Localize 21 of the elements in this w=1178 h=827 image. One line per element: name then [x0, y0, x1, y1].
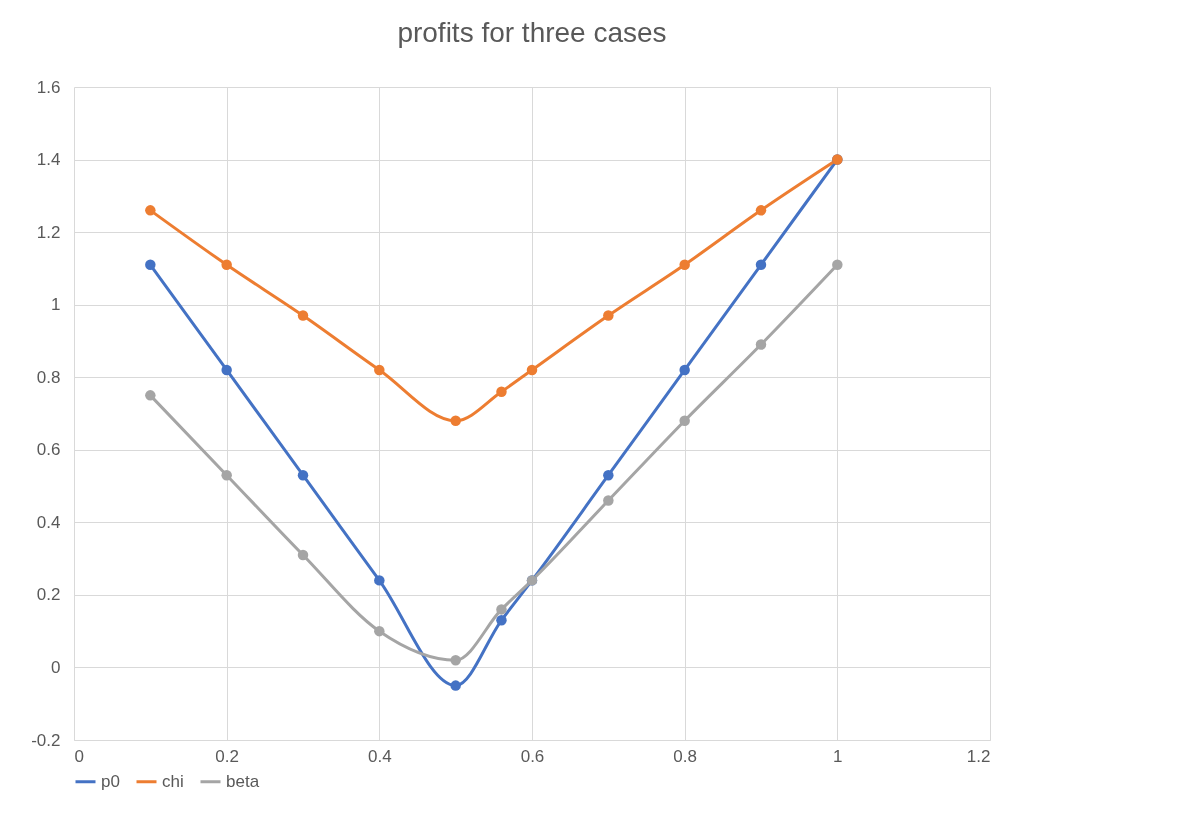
x-tick-label: 1	[833, 746, 843, 766]
y-tick-label: 1.4	[36, 150, 61, 170]
x-tick-label: 1.2	[966, 746, 991, 766]
x-tick-label: 0.6	[520, 746, 545, 766]
y-tick-label: -0.2	[31, 730, 61, 750]
y-tick-label: 0.4	[36, 512, 61, 532]
x-tick-label: 0	[74, 746, 84, 766]
x-tick-label: 0.8	[673, 746, 697, 766]
y-tick-label: 0.2	[36, 585, 61, 605]
y-tick-label: 1.6	[36, 77, 61, 97]
legend-label: p0	[101, 771, 120, 791]
y-tick-label: 0	[51, 657, 61, 677]
y-tick-label: 1.2	[36, 222, 61, 242]
legend-label: chi	[162, 771, 184, 791]
x-tick-label: 0.2	[215, 746, 239, 766]
legend-label: beta	[226, 771, 260, 791]
chart-title: profits for three cases	[397, 17, 667, 48]
x-tick-label: 0.4	[368, 746, 392, 766]
y-tick-label: 0.8	[36, 367, 61, 387]
y-tick-label: 0.6	[36, 440, 61, 460]
y-tick-label: 1	[51, 295, 61, 315]
